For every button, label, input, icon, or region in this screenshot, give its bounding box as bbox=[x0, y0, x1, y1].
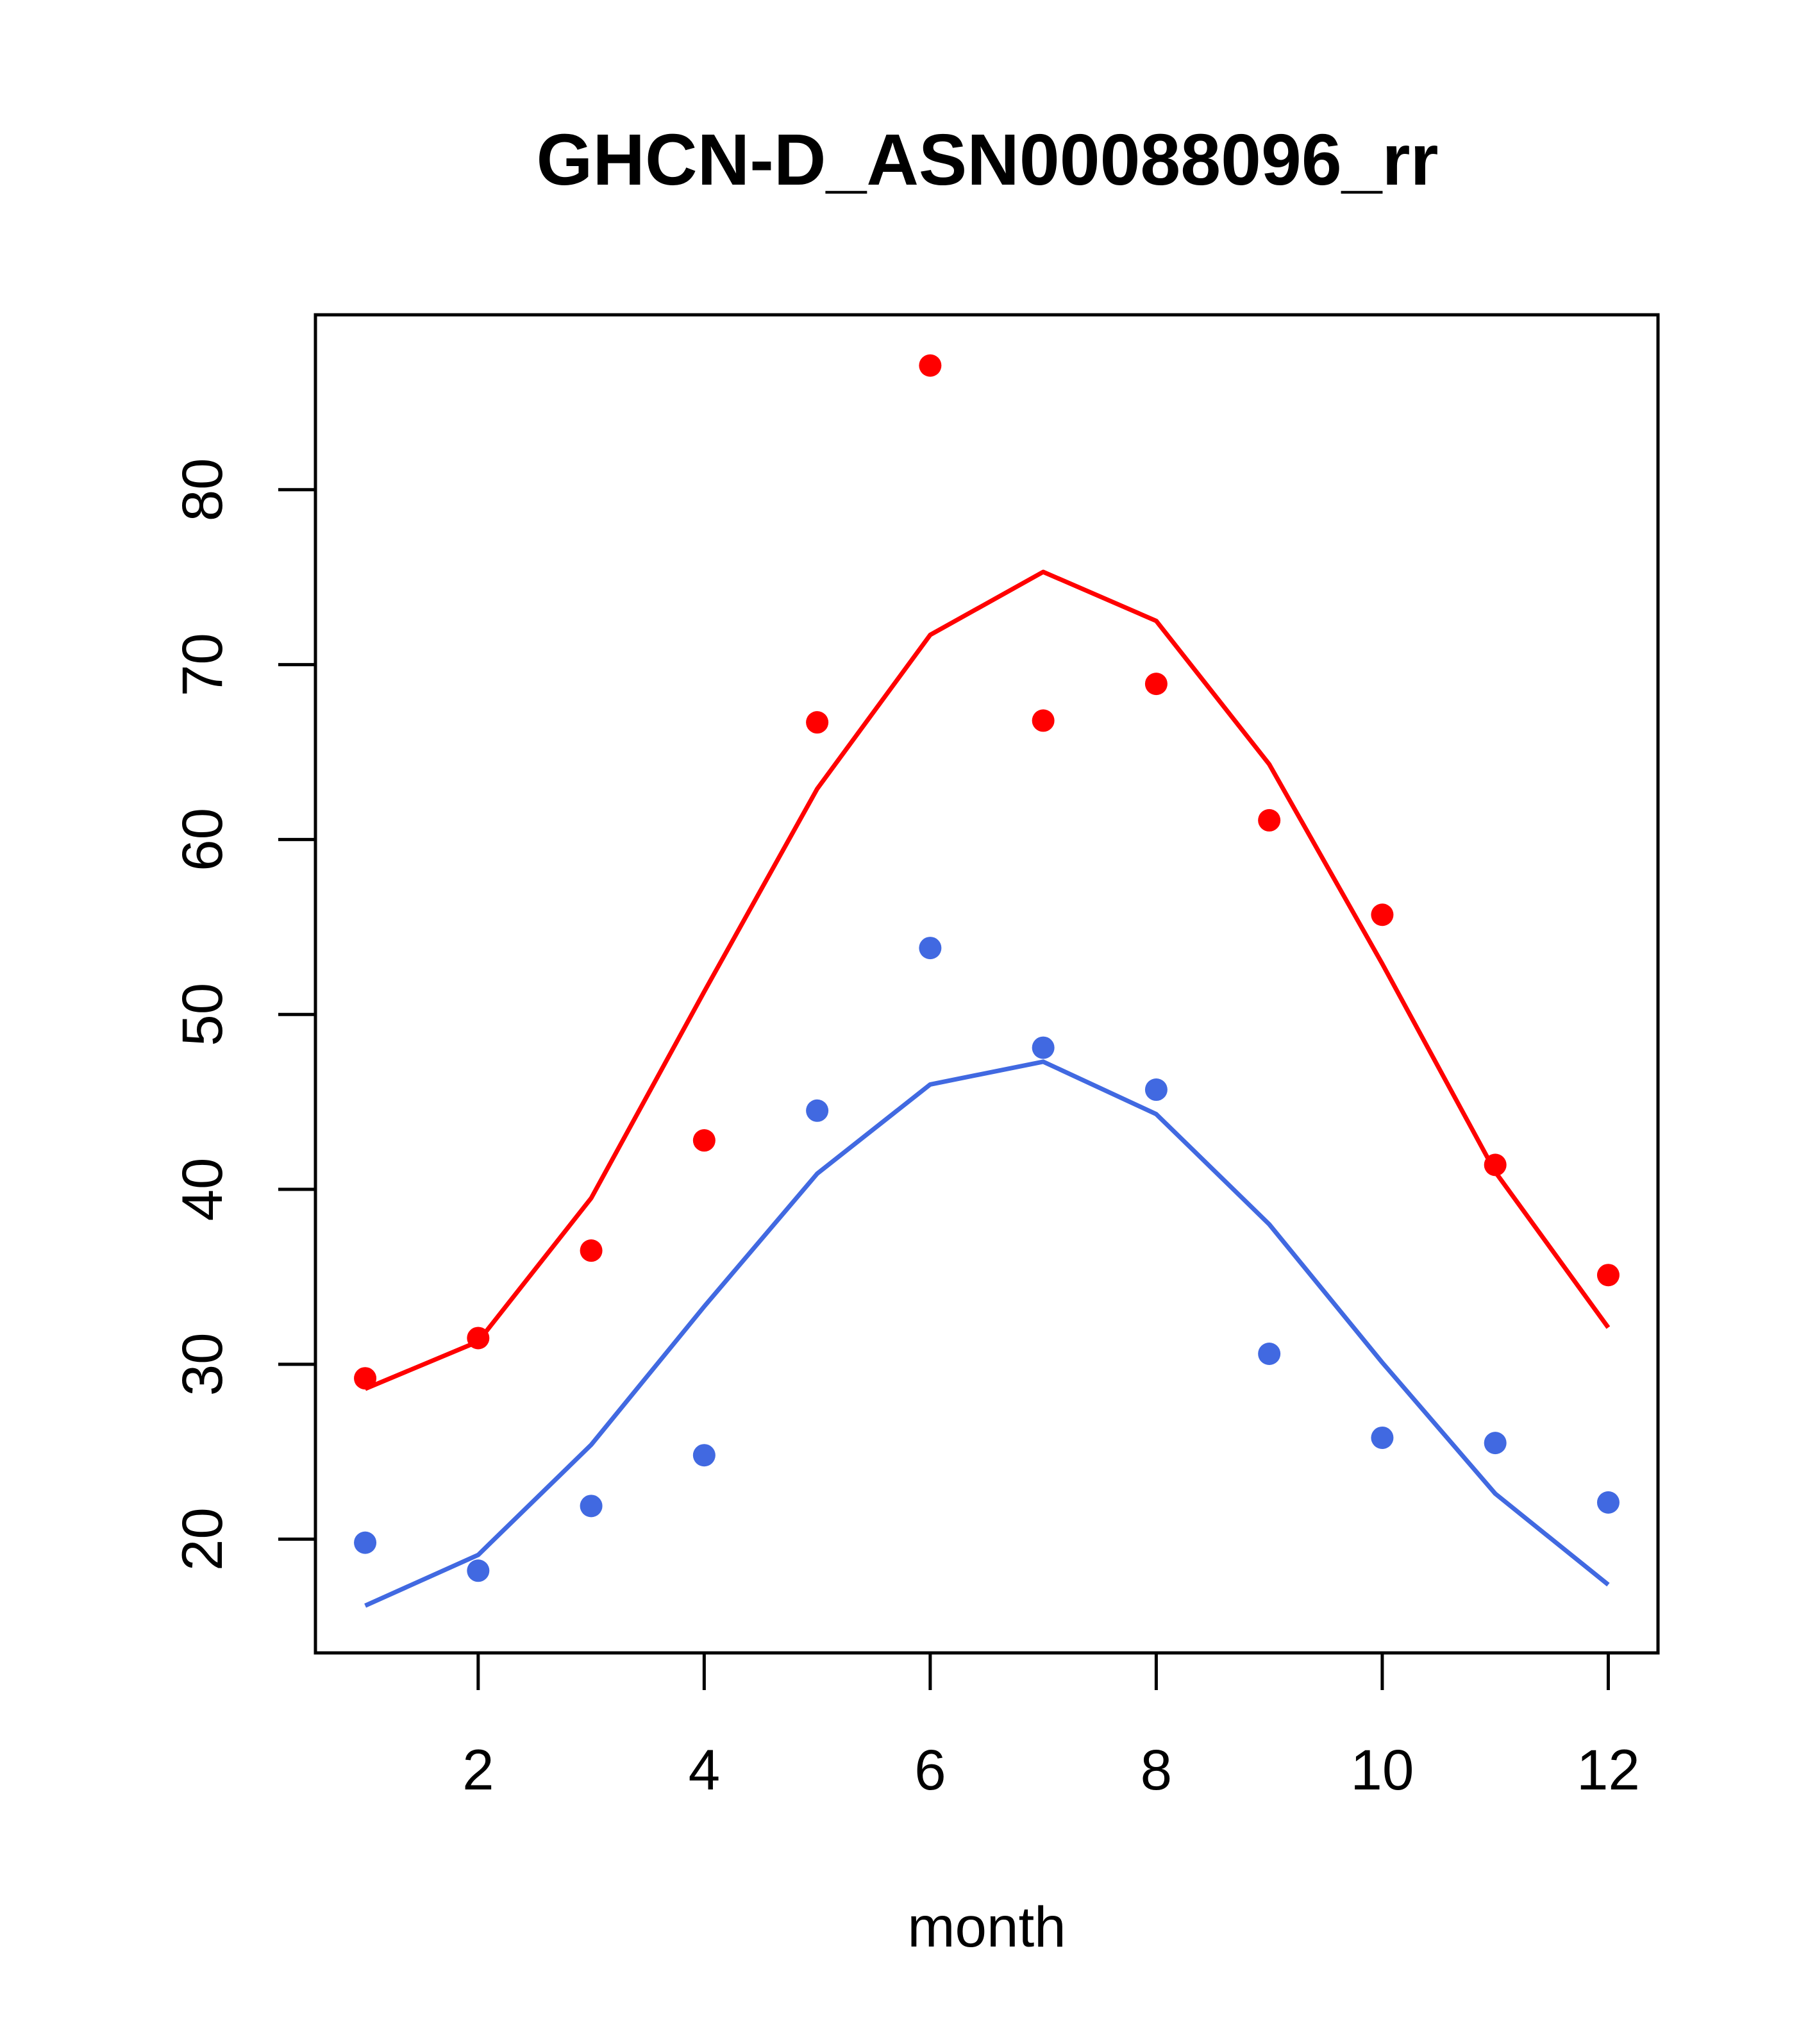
x-axis-label: month bbox=[907, 1895, 1066, 1959]
series-1 bbox=[354, 354, 1620, 1391]
series-1-point bbox=[1484, 1153, 1507, 1177]
y-tick-label: 20 bbox=[170, 1507, 234, 1571]
x-tick-label: 2 bbox=[462, 1738, 494, 1802]
series-1-point bbox=[354, 1367, 377, 1390]
series-2-point bbox=[1596, 1491, 1620, 1514]
x-tick-label: 10 bbox=[1350, 1738, 1414, 1802]
series-2-point bbox=[467, 1559, 490, 1582]
series-2-point bbox=[1032, 1036, 1055, 1059]
series-1-point bbox=[806, 711, 829, 734]
series-1-point bbox=[1371, 903, 1394, 926]
series-1-point bbox=[580, 1239, 603, 1262]
y-axis: 20 30 40 50 60 70 80 bbox=[170, 458, 317, 1571]
y-tick-label: 50 bbox=[170, 983, 234, 1046]
series-2 bbox=[354, 937, 1620, 1608]
series-1-point bbox=[1032, 709, 1055, 732]
series-1-point bbox=[1258, 808, 1281, 832]
series-2-point bbox=[919, 937, 942, 960]
series-2-point bbox=[806, 1099, 829, 1122]
series-2-point bbox=[1144, 1078, 1168, 1102]
y-tick-label: 70 bbox=[170, 633, 234, 696]
series-1-point bbox=[919, 354, 942, 377]
series-1-point bbox=[1144, 673, 1168, 696]
series-2-point bbox=[1484, 1432, 1507, 1455]
chart-title: GHCN-D_ASN00088096_rr bbox=[537, 119, 1439, 200]
y-tick-label: 30 bbox=[170, 1332, 234, 1396]
series-1-point bbox=[692, 1129, 716, 1152]
x-tick-label: 8 bbox=[1141, 1738, 1173, 1802]
y-tick-label: 80 bbox=[170, 458, 234, 521]
x-tick-label: 12 bbox=[1577, 1738, 1640, 1802]
series-1-point bbox=[1596, 1264, 1620, 1287]
y-tick-label: 60 bbox=[170, 808, 234, 871]
y-tick-label: 40 bbox=[170, 1158, 234, 1221]
series-2-point bbox=[580, 1495, 603, 1518]
series-2-point bbox=[354, 1531, 377, 1554]
series-1-point bbox=[467, 1327, 490, 1350]
x-axis: 2 4 6 8 10 12 bbox=[462, 1651, 1640, 1802]
x-tick-label: 4 bbox=[689, 1738, 721, 1802]
x-tick-label: 6 bbox=[914, 1738, 946, 1802]
series-2-point bbox=[692, 1444, 716, 1467]
series-2-point bbox=[1371, 1426, 1394, 1449]
series-2-line bbox=[364, 1059, 1610, 1608]
data-series-group bbox=[354, 354, 1620, 1608]
series-1-line bbox=[364, 569, 1611, 1391]
series-2-point bbox=[1258, 1342, 1281, 1365]
